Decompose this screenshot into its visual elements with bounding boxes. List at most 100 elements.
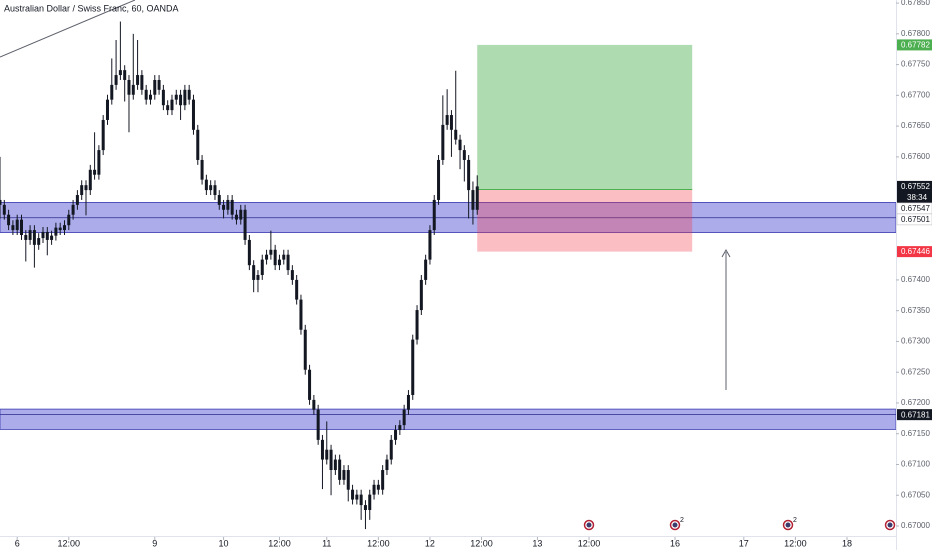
- price-badge-label: 0.67446: [901, 247, 930, 256]
- candle-body: [144, 89, 148, 100]
- candle-body: [303, 329, 307, 370]
- candle-body: [269, 249, 273, 255]
- candle-body: [234, 214, 238, 220]
- y-tick-label: 0.67000: [901, 521, 930, 530]
- candle-body: [217, 195, 221, 205]
- x-tick-label: 12:00: [268, 538, 291, 548]
- y-tick-label: 0.67350: [901, 306, 930, 315]
- candle-body: [37, 238, 41, 245]
- x-tick-label: 16: [670, 538, 680, 548]
- candle-body: [252, 265, 256, 280]
- y-tick-label: 0.67750: [901, 60, 930, 69]
- event-icon[interactable]: [669, 519, 681, 531]
- candle-body: [11, 225, 15, 231]
- candle-body: [260, 259, 264, 275]
- candle-body: [114, 75, 118, 85]
- candle-body: [265, 254, 269, 260]
- candle-body: [462, 150, 466, 160]
- candle-body: [316, 409, 320, 440]
- candle-body: [58, 227, 62, 231]
- candle-body: [93, 169, 97, 175]
- candle-body: [243, 209, 247, 240]
- candle-body: [62, 225, 66, 231]
- candle-body: [88, 169, 92, 191]
- candle-body: [32, 230, 36, 245]
- candle-body: [118, 70, 122, 76]
- candle-body: [385, 459, 389, 471]
- candle-body: [428, 230, 432, 260]
- candle-body: [454, 129, 458, 140]
- candle-body: [372, 484, 376, 495]
- candle-body: [222, 204, 226, 210]
- candle-body: [161, 89, 165, 106]
- y-tick-label: 0.67700: [901, 90, 930, 99]
- candle-body: [110, 84, 114, 100]
- y-tick-label: 0.67600: [901, 152, 930, 161]
- x-tick-label: 6: [15, 538, 20, 548]
- candle-body: [402, 409, 406, 426]
- price-badge: [897, 246, 932, 258]
- candle-body: [183, 89, 187, 106]
- candle-body: [389, 439, 393, 460]
- candle-body: [50, 235, 54, 240]
- candle-body: [437, 159, 441, 200]
- candle-body: [24, 235, 28, 240]
- y-tick-label: 0.67200: [901, 398, 930, 407]
- candle-body: [290, 270, 294, 280]
- price-badge: [897, 180, 932, 203]
- y-tick-label: 0.67150: [901, 429, 930, 438]
- candle-body: [226, 199, 230, 210]
- candle-body: [170, 99, 174, 111]
- candle-body: [247, 239, 251, 266]
- y-tick-label: 0.67250: [901, 367, 930, 376]
- target-zone: [477, 44, 693, 190]
- candle-body: [277, 259, 281, 266]
- x-tick-label: 12:00: [578, 538, 601, 548]
- price-badge-label: 0.67552: [901, 182, 930, 191]
- candle-body: [148, 94, 152, 100]
- candle-body: [71, 204, 75, 215]
- candle-body: [394, 430, 398, 440]
- candle-body: [153, 79, 157, 95]
- candle-body: [45, 231, 49, 240]
- price-badge: [897, 39, 932, 51]
- plot-area: [0, 21, 897, 530]
- x-tick-label: 10: [219, 538, 229, 548]
- candle-body: [67, 214, 71, 226]
- candle-body: [342, 470, 346, 480]
- candle-body: [346, 470, 350, 490]
- candle-body: [363, 505, 367, 511]
- x-tick-label: 18: [842, 538, 852, 548]
- candle-body: [338, 459, 342, 480]
- candle-body: [136, 75, 140, 85]
- candle-body: [204, 179, 208, 191]
- y-tick-label: 0.67850: [901, 0, 930, 7]
- candle-body: [19, 219, 24, 236]
- candle-body: [359, 494, 363, 506]
- candle-body: [84, 185, 88, 191]
- candle-body: [80, 185, 84, 196]
- candle-body: [191, 99, 195, 130]
- x-tick-label: 12:00: [470, 538, 493, 548]
- candle-body: [230, 199, 234, 215]
- candle-body: [325, 449, 329, 460]
- event-icon[interactable]: [884, 519, 896, 531]
- zone: [0, 408, 897, 430]
- candle-body: [424, 259, 428, 280]
- x-tick-label: 9: [152, 538, 157, 548]
- event-icon[interactable]: [583, 519, 595, 531]
- candle-body: [127, 79, 131, 95]
- candle-body: [196, 129, 200, 160]
- candle-body: [376, 484, 380, 490]
- event-icon[interactable]: [782, 519, 794, 531]
- y-tick-label: 0.67100: [901, 460, 930, 469]
- candle-body: [213, 185, 217, 196]
- candle-body: [54, 227, 58, 236]
- candle-body: [174, 94, 178, 100]
- candle-body: [187, 89, 191, 100]
- candle-body: [308, 369, 312, 400]
- candle-body: [458, 139, 462, 151]
- x-tick-label: 12: [425, 538, 435, 548]
